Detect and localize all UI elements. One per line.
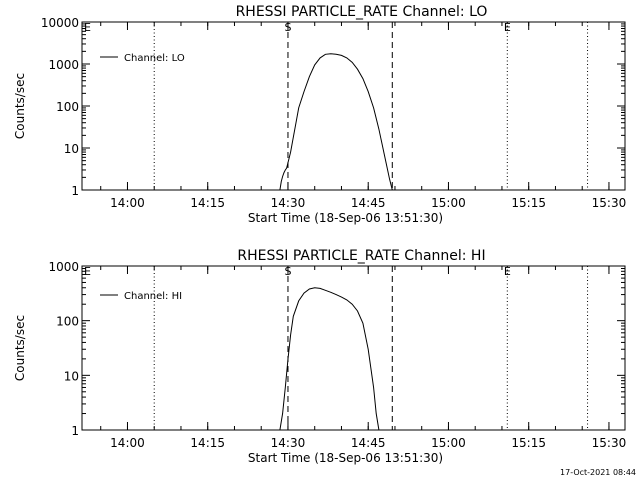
series-line-0 xyxy=(279,287,380,431)
timestamp: 17-Oct-2021 08:44 xyxy=(560,468,636,477)
x-tick-label: 14:00 xyxy=(110,436,145,450)
x-axis-label: Start Time (18-Sep-06 13:51:30) xyxy=(248,451,443,465)
y-axis-label: Counts/sec xyxy=(13,315,27,381)
y-tick-label: 10 xyxy=(64,369,79,383)
y-tick-label: 1 xyxy=(71,424,79,438)
marker-label-4: E xyxy=(504,265,511,278)
x-tick-label: 14:45 xyxy=(351,196,386,210)
chart-panel-lo: RHESSI PARTICLE_RATE Channel: LOESE14:00… xyxy=(13,4,626,225)
x-tick-label: 14:15 xyxy=(190,196,225,210)
x-tick-label: 15:30 xyxy=(592,436,627,450)
chart-title: RHESSI PARTICLE_RATE Channel: LO xyxy=(236,4,488,20)
y-tick-label: 1000 xyxy=(48,58,79,72)
x-tick-label: 15:30 xyxy=(592,196,627,210)
series-line-0 xyxy=(279,53,393,191)
marker-label-0: E xyxy=(84,21,91,34)
y-tick-label: 100 xyxy=(56,315,79,329)
y-tick-label: 10000 xyxy=(41,16,79,30)
x-axis-label: Start Time (18-Sep-06 13:51:30) xyxy=(248,211,443,225)
plot-frame xyxy=(81,21,626,191)
x-tick-label: 14:30 xyxy=(271,196,306,210)
legend-entry: Channel: LO xyxy=(124,53,185,64)
x-tick-label: 15:00 xyxy=(431,196,466,210)
x-tick-label: 15:15 xyxy=(511,196,546,210)
x-tick-label: 15:15 xyxy=(511,436,546,450)
y-tick-label: 1000 xyxy=(48,260,79,274)
chart-title: RHESSI PARTICLE_RATE Channel: HI xyxy=(237,248,485,264)
plot-frame xyxy=(81,265,626,431)
marker-label-4: E xyxy=(504,21,511,34)
y-axis-label: Counts/sec xyxy=(13,73,27,139)
y-tick-label: 100 xyxy=(56,100,79,114)
x-tick-label: 14:00 xyxy=(110,196,145,210)
x-tick-label: 15:00 xyxy=(431,436,466,450)
y-tick-label: 1 xyxy=(71,184,79,198)
chart-panel-hi: RHESSI PARTICLE_RATE Channel: HIESE14:00… xyxy=(13,248,626,465)
x-tick-label: 14:30 xyxy=(271,436,306,450)
x-tick-label: 14:45 xyxy=(351,436,386,450)
legend-entry: Channel: HI xyxy=(124,291,182,302)
y-tick-label: 10 xyxy=(64,142,79,156)
x-tick-label: 14:15 xyxy=(190,436,225,450)
marker-label-0: E xyxy=(84,265,91,278)
